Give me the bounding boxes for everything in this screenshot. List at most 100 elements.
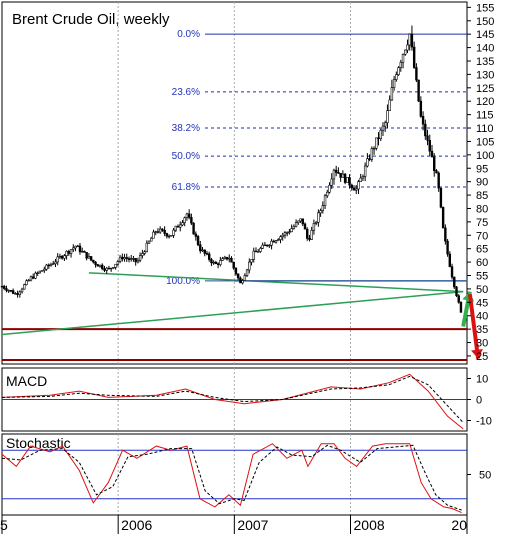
- candle-body: [368, 158, 371, 160]
- candle-body: [16, 293, 19, 295]
- candle-body: [152, 231, 155, 239]
- macd-title: MACD: [6, 373, 47, 389]
- candle-body: [134, 258, 137, 263]
- fib-level-label: 23.6%: [172, 87, 200, 98]
- candle-body: [43, 268, 46, 271]
- macd-tick-label: 10: [476, 374, 488, 386]
- candle-body: [448, 253, 452, 267]
- candle-body: [225, 256, 229, 260]
- candle-body: [270, 240, 273, 246]
- candle-body: [450, 266, 454, 278]
- candle-body: [406, 44, 409, 51]
- y-tick-label: 135: [476, 56, 494, 68]
- candle-body: [205, 253, 209, 255]
- candle-body: [143, 251, 146, 254]
- y-tick-label: 110: [476, 123, 494, 135]
- candle-body: [127, 258, 131, 260]
- candle-body: [223, 256, 226, 259]
- candle-body: [230, 257, 233, 263]
- candle-body: [192, 222, 195, 235]
- candle-body: [7, 290, 10, 292]
- candle-body: [176, 225, 180, 228]
- y-tick-label: 85: [476, 190, 488, 202]
- candle-body: [20, 288, 24, 293]
- fib-level-label: 100.0%: [166, 276, 200, 287]
- candle-body: [419, 100, 423, 117]
- candle-body: [94, 261, 97, 265]
- candle-body: [379, 129, 382, 139]
- candle-body: [410, 33, 414, 48]
- fib-level-label: 0.0%: [177, 29, 200, 40]
- candle-body: [81, 250, 84, 253]
- candle-body: [290, 228, 293, 233]
- candle-body: [210, 259, 213, 264]
- candle-body: [384, 122, 387, 127]
- macd-panel: MACD 10 0 -10: [1, 367, 492, 432]
- candle-body: [36, 272, 39, 274]
- candle-body: [433, 156, 436, 172]
- macd-signal-line: [1, 375, 464, 423]
- candle-body: [9, 290, 13, 292]
- candle-body: [455, 286, 458, 297]
- candle-body: [328, 184, 331, 193]
- candle-body: [216, 263, 220, 265]
- candle-body: [426, 135, 429, 141]
- candle-body: [3, 285, 6, 289]
- candle-body: [5, 288, 8, 291]
- stochastic-line: [1, 443, 462, 514]
- y-tick-label: 145: [476, 29, 494, 41]
- y-tick-label: 70: [476, 230, 488, 242]
- candle-body: [18, 291, 22, 295]
- candle-body: [158, 228, 162, 233]
- candle-body: [0, 285, 4, 288]
- candle-body: [330, 178, 333, 186]
- candle-body: [446, 240, 449, 255]
- macd-tick-label: 0: [476, 395, 482, 407]
- candle-body: [337, 172, 340, 174]
- y-tick-label: 155: [476, 2, 494, 14]
- candle-body: [65, 251, 68, 256]
- candle-body: [243, 275, 247, 281]
- candle-body: [263, 244, 267, 247]
- candle-body: [441, 206, 445, 229]
- candle-body: [323, 195, 327, 206]
- candle-body: [31, 276, 35, 279]
- fib-level-label: 38.2%: [172, 123, 200, 134]
- y-tick-label: 90: [476, 177, 488, 189]
- candle-body: [386, 110, 389, 124]
- candle-body: [314, 222, 318, 224]
- candle-body: [428, 140, 431, 152]
- candle-body: [392, 79, 396, 88]
- candle-body: [424, 123, 427, 137]
- candle-body: [154, 231, 157, 233]
- y-tick-label: 130: [476, 69, 494, 81]
- candle-body: [179, 224, 182, 228]
- candle-body: [196, 236, 200, 246]
- y-tick-label: 120: [476, 96, 494, 108]
- candle-body: [132, 258, 135, 260]
- candle-body: [87, 256, 91, 259]
- candle-body: [183, 217, 186, 223]
- candle-body: [25, 280, 28, 285]
- candle-body: [69, 249, 73, 254]
- candle-body: [83, 250, 86, 253]
- candle-body: [85, 252, 88, 259]
- candle-body: [363, 165, 367, 177]
- candle-body: [114, 263, 117, 268]
- candle-body: [359, 177, 362, 182]
- candle-body: [145, 242, 149, 253]
- candle-body: [388, 99, 391, 111]
- candle-body: [257, 251, 260, 253]
- candle-body: [29, 276, 33, 281]
- stochastic-panel: Stochastic 50: [1, 433, 491, 516]
- candle-body: [67, 251, 71, 254]
- candle-body: [321, 205, 325, 211]
- candle-body: [248, 261, 251, 271]
- candle-body: [361, 176, 365, 179]
- candle-body: [348, 177, 351, 186]
- candle-body: [27, 279, 30, 282]
- candle-body: [299, 218, 302, 222]
- candle-body: [250, 259, 253, 263]
- candle-body: [415, 67, 418, 81]
